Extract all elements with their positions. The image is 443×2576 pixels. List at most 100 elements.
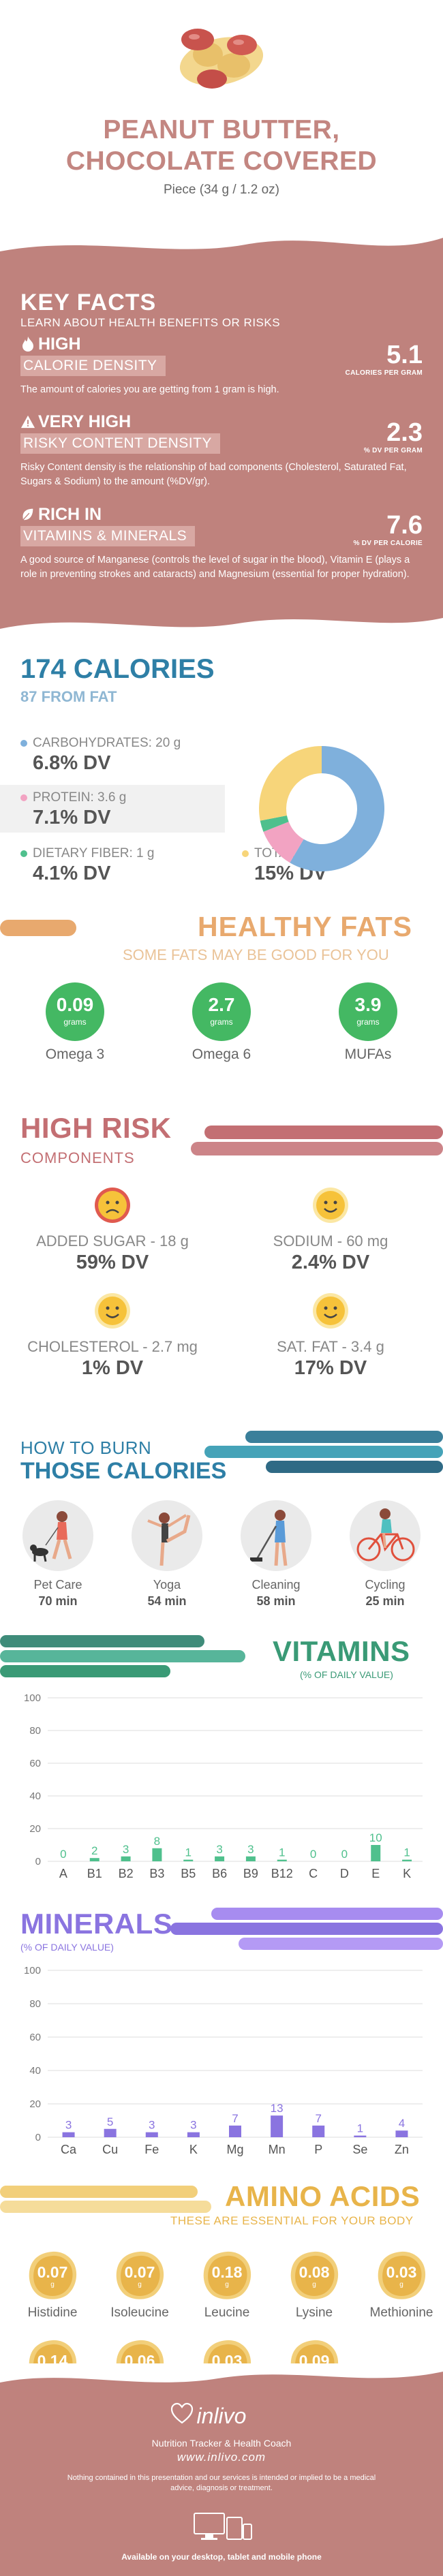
amino-acids-subtitle: THESE ARE ESSENTIAL FOR YOUR BODY — [170, 2214, 414, 2227]
nutrient-label: CARBOHYDRATES: 20 g — [33, 736, 181, 750]
bar — [271, 2115, 284, 2137]
donut-slice-carbohydrates — [290, 746, 384, 871]
fact-description: Risky Content density is the relationshi… — [20, 462, 407, 487]
bar — [62, 2132, 75, 2137]
bar-value-label: 3 — [149, 2119, 155, 2132]
fat-name: MUFAs — [344, 1046, 392, 1062]
amino-acids-title: AMINO ACIDS — [225, 2180, 421, 2212]
activity-minutes: 58 min — [256, 1594, 296, 1608]
y-tick-label: 60 — [29, 2032, 41, 2043]
bar-value-label: 0 — [310, 1848, 316, 1861]
bar-value-label: 1 — [185, 1846, 192, 1859]
fact-level: HIGH — [38, 335, 81, 354]
bar-value-label: 1 — [357, 2122, 363, 2135]
decorative-stripes — [204, 1431, 443, 1473]
heart-logo-icon — [170, 2402, 194, 2424]
legend-dot — [20, 794, 27, 801]
decorative-stripes — [0, 1635, 245, 1677]
key-facts-subtitle: LEARN ABOUT HEALTH BENEFITS OR RISKS — [20, 316, 281, 329]
x-tick-label: Ca — [61, 2143, 77, 2156]
fat-badge: 0.09 grams — [46, 982, 104, 1041]
happy-face-icon — [313, 1188, 348, 1223]
risk-label: CHOLESTEROL - 2.7 mg — [27, 1338, 198, 1355]
nutrient-dv: 6.8% DV — [33, 752, 111, 774]
flame-icon — [22, 337, 33, 352]
title-line-2: CHOCOLATE COVERED — [65, 146, 378, 176]
risk-cholesterol: CHOLESTEROL - 2.7 mg 1% DV — [10, 1292, 215, 1380]
fat-omega-6: 2.7 grams Omega 6 — [174, 982, 269, 1063]
bar — [145, 2132, 158, 2137]
amino-blob-icon — [378, 2251, 426, 2299]
bar — [187, 2132, 200, 2137]
bar-value-label: 2 — [91, 1844, 97, 1857]
decorative-stripes — [0, 2186, 211, 2213]
bar-value-label: 7 — [315, 2112, 321, 2125]
amino-unit: g — [50, 2281, 55, 2288]
happy-face-icon — [95, 1293, 130, 1329]
fat-omega-3: 0.09 grams Omega 3 — [27, 982, 123, 1063]
fat-badge: 2.7 grams — [192, 982, 251, 1041]
bar-value-label: 0 — [341, 1848, 348, 1861]
risk-dv: 59% DV — [76, 1252, 149, 1273]
bar — [395, 2130, 408, 2137]
nutrient-carbohydrates: CARBOHYDRATES: 20 g 6.8% DV — [20, 736, 181, 775]
decorative-stripes — [191, 1126, 443, 1155]
x-tick-label: Mg — [226, 2143, 243, 2156]
vitamins-subtitle: (% OF DAILY VALUE) — [300, 1669, 393, 1680]
fact-description: A good source of Manganese (controls the… — [20, 555, 410, 580]
amino-name: Isoleucine — [110, 2306, 169, 2320]
amino-value: 0.07 — [37, 2263, 68, 2281]
activity-minutes: 70 min — [38, 1594, 78, 1608]
fact-unit: % DV PER CALORIE — [353, 540, 423, 547]
activity-yoga: Yoga 54 min — [116, 1500, 218, 1609]
dog-walking-icon — [30, 1511, 72, 1562]
x-tick-label: P — [314, 2143, 322, 2156]
fact-label: VITAMINS & MINERALS — [20, 526, 196, 546]
activity-name: Pet Care — [33, 1578, 82, 1592]
fact-description: The amount of calories you are getting f… — [20, 384, 279, 395]
fat-badge: 3.9 grams — [339, 982, 397, 1041]
x-tick-label: Se — [352, 2143, 367, 2156]
high-risk-title: HIGH RISK — [20, 1112, 172, 1144]
bar-value-label: 3 — [190, 2119, 196, 2132]
legend-dot — [20, 850, 27, 857]
y-tick-label: 80 — [29, 1998, 41, 2010]
risk-label: SODIUM - 60 mg — [273, 1232, 388, 1250]
bar — [121, 1856, 131, 1861]
bar — [402, 1859, 412, 1861]
wave-divider-bottom — [0, 618, 443, 636]
bar — [89, 1858, 100, 1861]
healthy-fats-title: HEALTHY FATS — [198, 911, 412, 942]
donut-slice-fiber — [260, 815, 289, 832]
amino-badge: 0.18 g — [201, 2250, 253, 2301]
amino-lysine: 0.08 g Lysine — [270, 2250, 358, 2321]
amino-name: Methionine — [369, 2306, 433, 2320]
x-tick-label: B6 — [212, 1867, 227, 1880]
nutrient-label: PROTEIN: 3.6 g — [33, 790, 127, 805]
risk-label: SAT. FAT - 3.4 g — [277, 1338, 384, 1355]
nutrient-dietary-fiber: DIETARY FIBER: 1 g 4.1% DV — [20, 846, 154, 885]
fact-value: 2.3 — [386, 418, 423, 447]
key-facts-section: KEY FACTS LEARN ABOUT HEALTH BENEFITS OR… — [0, 231, 443, 636]
x-tick-label: Mn — [269, 2143, 286, 2156]
amino-blob-icon — [290, 2251, 339, 2299]
amino-value: 0.03 — [386, 2263, 417, 2281]
amino-badge: 0.07 g — [114, 2250, 166, 2301]
fact-calorie-density: HIGH CALORIE DENSITY The amount of calor… — [20, 334, 423, 397]
donut-slice-fat — [259, 746, 322, 821]
amino-badge: 0.07 g — [27, 2250, 78, 2301]
vitamins-bar-chart: 0 20 40 60 80 100 0 A 2 B1 3 B2 8 B3 1 B5 3 B6 3 B9 1 B12 0 C 0 D… — [24, 1692, 423, 1880]
yoga-icon — [147, 1512, 191, 1566]
bar — [371, 1845, 381, 1861]
activity-cleaning: Cleaning 58 min — [225, 1500, 327, 1609]
amino-blob-icon — [116, 2251, 164, 2299]
bar-value-label: 8 — [154, 1835, 160, 1848]
legend-dot — [20, 740, 27, 747]
risk-sat-fat: SAT. FAT - 3.4 g 17% DV — [228, 1292, 433, 1380]
macro-donut-chart — [259, 746, 384, 871]
amino-blob-icon — [203, 2251, 251, 2299]
brand-url[interactable]: www.inlivo.com — [177, 2451, 266, 2464]
bar — [229, 2125, 241, 2137]
calories-from-fat: 87 FROM FAT — [20, 688, 117, 705]
